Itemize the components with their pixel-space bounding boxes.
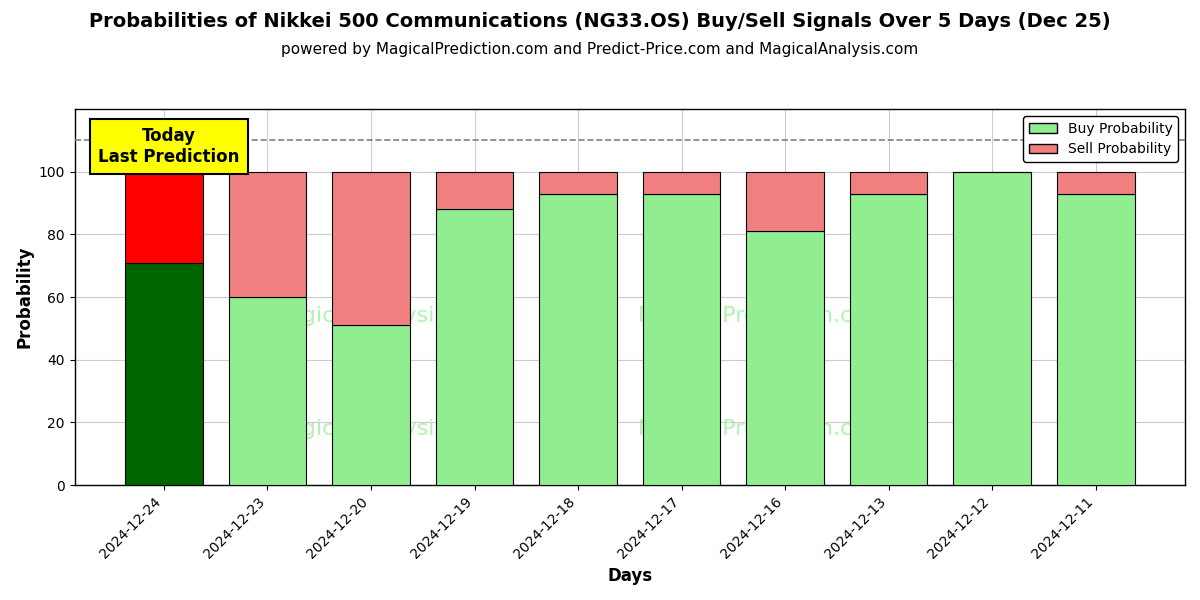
Y-axis label: Probability: Probability bbox=[16, 246, 34, 349]
Bar bbox=[850, 172, 928, 194]
Bar bbox=[953, 172, 1031, 485]
Text: Today
Last Prediction: Today Last Prediction bbox=[98, 127, 240, 166]
Bar bbox=[229, 172, 306, 297]
Text: MagicalPrediction.com: MagicalPrediction.com bbox=[638, 419, 888, 439]
Bar bbox=[125, 263, 203, 485]
Bar bbox=[332, 325, 410, 485]
Bar bbox=[436, 209, 514, 485]
Bar bbox=[332, 172, 410, 325]
Text: Probabilities of Nikkei 500 Communications (NG33.OS) Buy/Sell Signals Over 5 Day: Probabilities of Nikkei 500 Communicatio… bbox=[89, 12, 1111, 31]
Legend: Buy Probability, Sell Probability: Buy Probability, Sell Probability bbox=[1024, 116, 1178, 162]
Bar bbox=[850, 194, 928, 485]
Bar bbox=[125, 172, 203, 263]
Bar bbox=[539, 172, 617, 194]
Text: MagicalPrediction.com: MagicalPrediction.com bbox=[638, 306, 888, 326]
Bar bbox=[229, 297, 306, 485]
Bar bbox=[746, 231, 824, 485]
Bar bbox=[643, 194, 720, 485]
Bar bbox=[746, 172, 824, 231]
Bar bbox=[643, 172, 720, 194]
Text: MagicalAnalysis.com: MagicalAnalysis.com bbox=[270, 306, 502, 326]
X-axis label: Days: Days bbox=[607, 567, 653, 585]
Bar bbox=[436, 172, 514, 209]
Bar bbox=[539, 194, 617, 485]
Bar bbox=[1057, 172, 1134, 194]
Text: MagicalAnalysis.com: MagicalAnalysis.com bbox=[270, 419, 502, 439]
Bar bbox=[1057, 194, 1134, 485]
Text: powered by MagicalPrediction.com and Predict-Price.com and MagicalAnalysis.com: powered by MagicalPrediction.com and Pre… bbox=[281, 42, 919, 57]
